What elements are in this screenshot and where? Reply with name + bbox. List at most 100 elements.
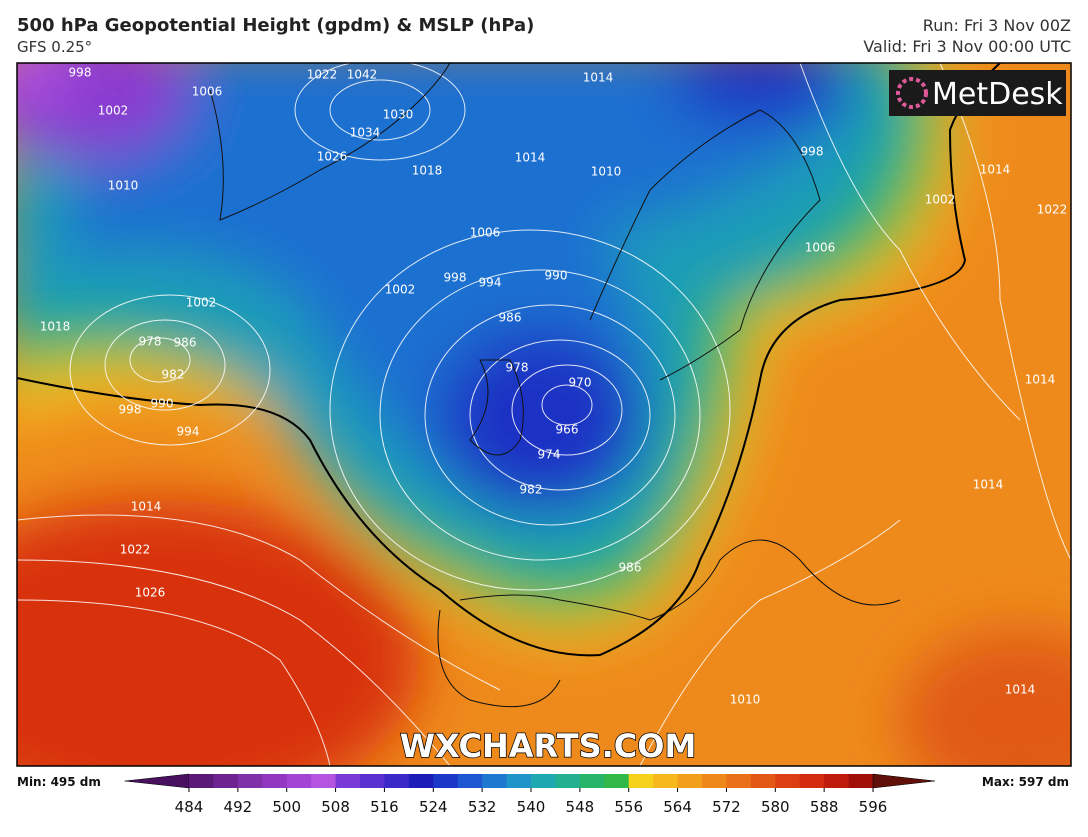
isobar-label: 986 <box>499 311 522 325</box>
colorbar-tick-label: 548 <box>566 798 595 816</box>
isobar-label: 1018 <box>40 320 71 334</box>
isobar-label: 990 <box>545 269 568 283</box>
map-frame <box>16 62 1072 767</box>
subtitle: GFS 0.25° <box>17 38 92 56</box>
colorbar-tick-label: 580 <box>761 798 790 816</box>
colorbar-segment <box>628 774 654 788</box>
colorbar-segment <box>799 774 825 788</box>
map: MetDesk WXCHARTS.COM 998 1002 1006 1022 1042… <box>17 63 1071 766</box>
isobar-label: 1006 <box>192 85 223 99</box>
logo-icon <box>896 77 928 109</box>
isobar-label: 1010 <box>730 693 761 707</box>
isobar-label: 1014 <box>1005 683 1036 697</box>
colorbar-tick-label: 564 <box>663 798 692 816</box>
isobar-label: 986 <box>174 336 197 350</box>
colorbar-segment <box>848 774 874 788</box>
colorbar-segment <box>531 774 556 788</box>
isobar-label: 1014 <box>980 163 1011 177</box>
colorbar-segment <box>506 774 532 788</box>
colorbar-segment <box>824 774 850 788</box>
colorbar-segment <box>433 774 459 788</box>
isobar-label: 966 <box>556 423 579 437</box>
isobar-label: 978 <box>506 361 529 375</box>
colorbar-segment <box>750 774 776 788</box>
colorbar-segment <box>482 774 508 788</box>
isobar-label: 1014 <box>973 478 1004 492</box>
colorbar-segment <box>726 774 752 788</box>
colorbar-segment <box>237 774 263 788</box>
isobar-label: 1022 <box>1037 203 1068 217</box>
logo-box <box>889 70 1066 116</box>
contour-552 <box>17 63 1001 657</box>
colorbar-segment <box>335 774 361 788</box>
isobar-label: 1026 <box>135 586 166 600</box>
isobar-label: 1022 <box>307 68 338 82</box>
isobar-label: 1014 <box>131 500 162 514</box>
colorbar: 484 492 500 508 516 524 532 540 548 556 564 572 580 5… <box>124 773 936 816</box>
colorbar-segment <box>604 774 630 788</box>
colorbar-segment <box>653 774 679 788</box>
colorbar-tick-label: 540 <box>517 798 546 816</box>
isobar-label: 982 <box>162 368 185 382</box>
colorbar-tick-label: 596 <box>859 798 888 816</box>
isobar-label: 1002 <box>385 283 416 297</box>
isobar-label: 998 <box>69 66 92 80</box>
isobar-label: 994 <box>177 425 200 439</box>
logo: MetDesk <box>932 77 1063 112</box>
watermark: WXCHARTS.COM <box>400 727 697 765</box>
colorbar-segment <box>579 774 605 788</box>
isobar-label: 1002 <box>186 296 217 310</box>
isobars <box>17 63 1071 766</box>
colorbar-max: Max: 597 dm <box>982 775 1069 789</box>
colorbar-tick-label: 556 <box>614 798 643 816</box>
isobar-label: 998 <box>444 271 467 285</box>
colorbar-arrow <box>124 773 190 789</box>
isobar-label: 1010 <box>591 165 622 179</box>
isobar-label: 986 <box>619 561 642 575</box>
isobar-label: 1010 <box>108 179 139 193</box>
colorbar-tick-label: 524 <box>419 798 448 816</box>
colorbar-tick-label: 484 <box>175 798 204 816</box>
colorbar-segment <box>360 774 385 788</box>
isobar-label: 998 <box>119 403 142 417</box>
colorbar-segment <box>262 774 288 788</box>
isobar-label: 1018 <box>412 164 443 178</box>
colorbar-segment <box>677 774 703 788</box>
colorbar-segment <box>555 774 581 788</box>
colorbar-segment <box>457 774 483 788</box>
colorbar-segment <box>213 774 239 788</box>
isobar-label: 994 <box>479 276 502 290</box>
isobar-label: 1034 <box>350 126 381 140</box>
isobar-label: 1002 <box>98 104 129 118</box>
title: 500 hPa Geopotential Height (gpdm) & MSL… <box>17 15 534 36</box>
colorbar-segment <box>311 774 337 788</box>
isobar-label: 1014 <box>1025 373 1056 387</box>
isobar-label: 1042 <box>347 68 378 82</box>
colorbar-tick-label: 572 <box>712 798 741 816</box>
colorbar-tick-label: 508 <box>321 798 350 816</box>
isobar-label: 982 <box>520 483 543 497</box>
isobar-label: 998 <box>801 145 824 159</box>
colorbar-segment <box>408 774 434 788</box>
isobar-label: 1002 <box>925 193 956 207</box>
colorbar-tick-label: 588 <box>810 798 839 816</box>
isobar-label: 978 <box>139 335 162 349</box>
colorbar-segment <box>384 774 410 788</box>
coastlines <box>209 63 901 708</box>
isobar-label: 1026 <box>317 150 348 164</box>
colorbar-tick-label: 492 <box>224 798 253 816</box>
isobar-label: 1022 <box>120 543 151 557</box>
isobar-label: 1006 <box>470 226 501 240</box>
isobar-label: 974 <box>538 448 561 462</box>
run-time: Run: Fri 3 Nov 00Z <box>923 16 1071 35</box>
colorbar-min: Min: 495 dm <box>17 775 101 789</box>
height-field <box>17 63 1071 766</box>
colorbar-segment <box>702 774 727 788</box>
colorbar-segment <box>286 774 312 788</box>
colorbar-tick-label: 500 <box>272 798 301 816</box>
colorbar-arrow <box>872 773 936 789</box>
isobar-label: 1006 <box>805 241 836 255</box>
isobar-label: 970 <box>569 376 592 390</box>
